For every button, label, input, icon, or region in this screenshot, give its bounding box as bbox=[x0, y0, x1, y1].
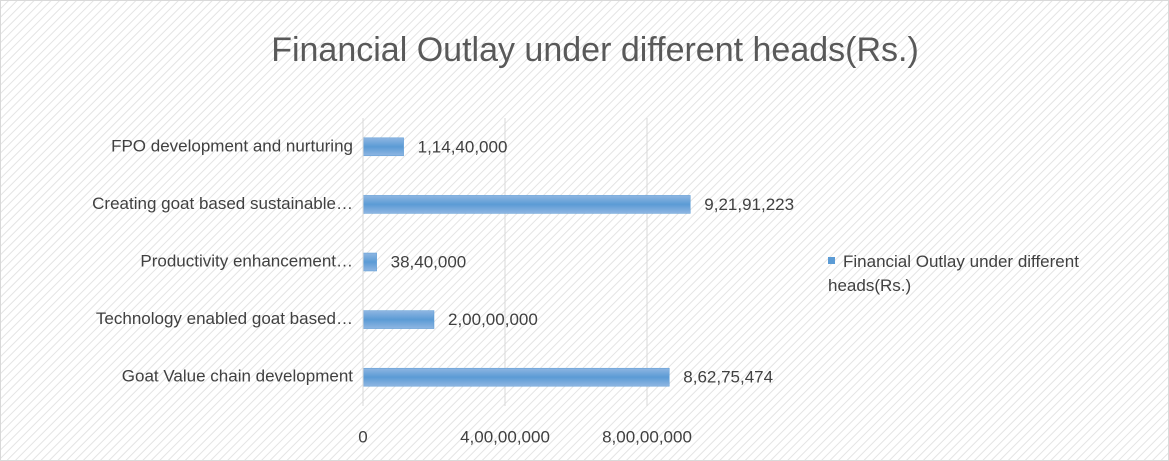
y-tick-label: Technology enabled goat based… bbox=[96, 309, 353, 328]
data-label: 2,00,00,000 bbox=[448, 310, 538, 329]
data-label: 38,40,000 bbox=[391, 252, 467, 271]
y-tick-label: FPO development and nurturing bbox=[111, 136, 353, 155]
x-tick-label: 4,00,00,000 bbox=[460, 427, 550, 446]
bar bbox=[362, 137, 404, 157]
chart-title: Financial Outlay under different heads(R… bbox=[271, 31, 919, 69]
data-label: 8,62,75,474 bbox=[683, 368, 773, 387]
bar bbox=[362, 195, 691, 214]
bar bbox=[362, 252, 377, 272]
data-label: 1,14,40,000 bbox=[418, 137, 508, 156]
bar bbox=[362, 367, 670, 387]
y-tick-label: Creating goat based sustainable… bbox=[92, 194, 353, 213]
legend-label: Financial Outlay under different heads(R… bbox=[828, 252, 1079, 295]
x-tick-label: 8,00,00,000 bbox=[602, 427, 692, 446]
data-label: 9,21,91,223 bbox=[704, 195, 794, 214]
legend-swatch bbox=[828, 257, 835, 265]
bar bbox=[362, 310, 435, 329]
y-tick-label: Goat Value chain development bbox=[122, 367, 354, 386]
legend: Financial Outlay under different heads(R… bbox=[828, 250, 1148, 298]
y-tick-label: Productivity enhancement… bbox=[140, 251, 353, 270]
x-tick-label: 0 bbox=[358, 427, 367, 446]
